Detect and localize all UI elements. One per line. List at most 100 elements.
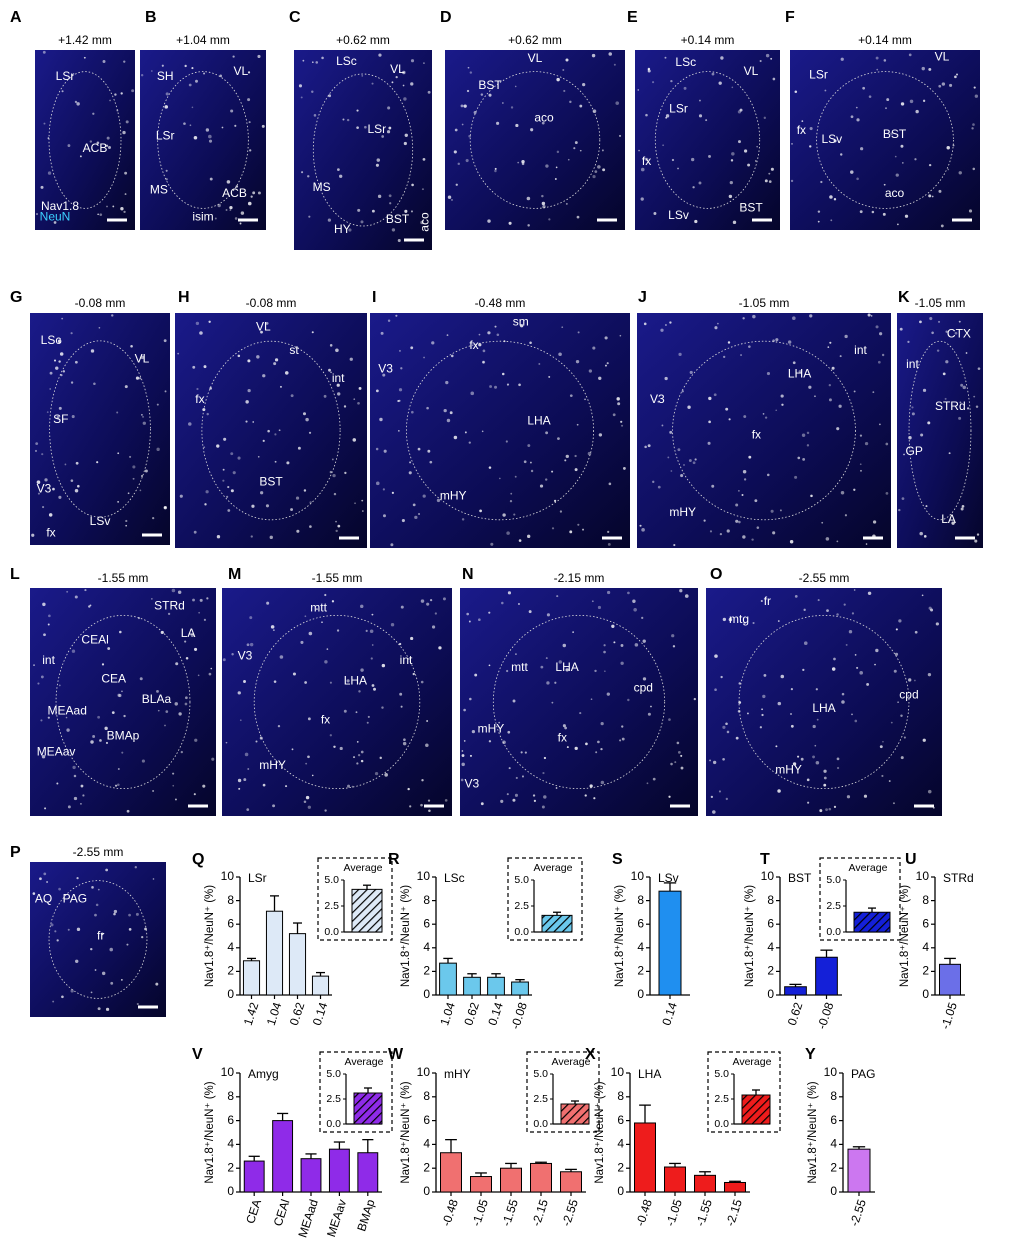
cell-dot: [566, 746, 569, 749]
cell-dot: [709, 759, 712, 762]
cell-dot: [812, 724, 816, 729]
cell-dot: [83, 56, 86, 59]
cell-dot: [490, 542, 494, 546]
cell-dot: [470, 391, 475, 396]
cell-dot: [597, 740, 600, 744]
region-label: LSv: [90, 514, 111, 528]
cell-dot: [565, 58, 569, 62]
cell-dot: [379, 756, 382, 760]
cell-dot: [54, 930, 57, 933]
cell-dot: [411, 183, 414, 187]
cell-dot: [420, 680, 424, 684]
cell-dot: [487, 219, 491, 223]
cell-dot: [132, 465, 136, 469]
cell-dot: [653, 212, 657, 215]
cell-dot: [817, 210, 821, 213]
region-label: LHA: [555, 660, 578, 674]
cell-dot: [70, 332, 73, 335]
cell-dot: [792, 762, 797, 766]
cell-dot: [248, 121, 251, 124]
cell-dot: [513, 513, 516, 516]
cell-dot: [684, 594, 689, 598]
cell-dot: [61, 995, 64, 999]
inset-y-tick-label: 0.0: [714, 1118, 729, 1130]
cell-dot: [335, 529, 338, 533]
cell-dot: [324, 593, 327, 597]
cell-dot: [564, 726, 567, 730]
cell-dot: [927, 672, 932, 677]
cell-dot: [482, 349, 486, 353]
cell-dot: [205, 128, 210, 132]
cell-dot: [32, 892, 36, 895]
cell-dot: [40, 719, 43, 722]
cell-dot: [398, 430, 400, 432]
cell-dot: [265, 321, 269, 325]
cell-dot: [274, 358, 279, 362]
cell-dot: [277, 724, 281, 728]
region-outline: [157, 71, 249, 209]
cell-dot: [404, 209, 408, 213]
region-label: ACB: [83, 141, 108, 155]
cell-dot: [532, 794, 536, 797]
cell-dot: [545, 431, 549, 435]
cell-dot: [188, 422, 192, 426]
panel-letter: A: [10, 9, 22, 26]
cell-dot: [780, 674, 785, 679]
y-axis-label: Nav1.8⁺/NeuN⁺ (%): [744, 885, 756, 987]
cell-dot: [827, 346, 830, 348]
cell-dot: [598, 376, 602, 380]
cell-dot: [687, 405, 691, 409]
cell-dot: [391, 228, 396, 232]
y-tick-label: 2: [227, 964, 234, 978]
cell-dot: [330, 371, 332, 374]
cell-dot: [237, 778, 242, 783]
cell-dot: [420, 803, 423, 807]
cell-dot: [668, 795, 671, 798]
cell-dot: [150, 70, 153, 72]
cell-dot: [128, 913, 131, 917]
x-tick-label: -1.05: [469, 1197, 491, 1228]
cell-dot: [420, 599, 425, 603]
cell-dot: [562, 69, 565, 71]
cell-dot: [615, 101, 620, 105]
cell-dot: [726, 730, 730, 734]
region-label: BST: [478, 78, 502, 92]
cell-dot: [748, 345, 751, 348]
cell-dot: [828, 398, 832, 402]
cell-dot: [789, 540, 794, 544]
cell-dot: [527, 534, 531, 539]
chart-title: LSr: [248, 871, 267, 885]
cell-dot: [339, 746, 343, 751]
cell-dot: [770, 509, 774, 513]
cell-dot: [539, 484, 544, 488]
cell-dot: [765, 53, 770, 58]
cell-dot: [114, 784, 118, 787]
region-outline: [55, 614, 191, 790]
cell-dot: [515, 123, 519, 128]
cell-dot: [100, 932, 104, 936]
cell-dot: [105, 1007, 110, 1011]
cell-dot: [120, 92, 123, 95]
cell-dot: [229, 206, 233, 210]
cell-dot: [361, 499, 364, 502]
cell-dot: [388, 194, 392, 198]
cell-dot: [436, 498, 441, 503]
cell-dot: [488, 466, 492, 469]
cell-dot: [381, 706, 384, 709]
cell-dot: [311, 90, 314, 94]
cell-dot: [323, 394, 327, 398]
cell-dot: [192, 598, 195, 602]
cell-dot: [524, 751, 527, 754]
cell-dot: [79, 155, 82, 158]
cell-dot: [199, 331, 203, 335]
cell-dot: [408, 471, 412, 475]
cell-dot: [499, 477, 501, 480]
inset-title: Average: [345, 1056, 384, 1068]
cell-dot: [619, 739, 622, 742]
cell-dot: [121, 979, 123, 981]
cell-dot: [584, 398, 586, 401]
cell-dot: [94, 913, 97, 917]
inset-bar: [853, 911, 891, 933]
cell-dot: [577, 331, 580, 334]
cell-dot: [556, 150, 560, 154]
